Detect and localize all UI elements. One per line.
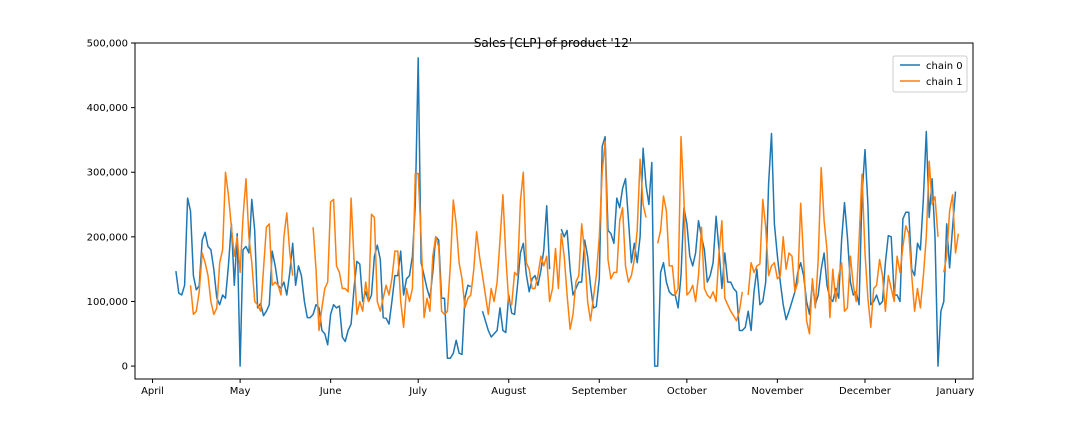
y-tick-label: 400,000 [87,103,128,114]
y-tick-label: 100,000 [87,297,128,308]
plot-frame [134,42,974,380]
y-tick-label: 200,000 [87,232,128,243]
x-tick-label: November [751,386,804,397]
x-tick-label: June [319,386,342,397]
x-tick-label: April [141,386,164,397]
legend-label-chain-1: chain 1 [926,77,963,88]
x-tick-label: July [408,386,427,397]
y-tick-label: 0 [122,362,128,373]
y-axis: 0 100,000 200,000 300,000 400,000 500,000 [87,39,135,373]
x-tick-label: October [667,386,708,397]
legend: chain 0 chain 1 [892,55,968,93]
x-tick-label: December [839,386,892,397]
x-tick-label: May [230,386,251,397]
x-tick-label: August [491,386,526,397]
plot-lines [175,57,960,367]
x-tick-label: September [572,386,628,397]
x-tick-label: January [936,386,975,397]
y-tick-label: 300,000 [87,168,128,179]
x-axis: April May June July August September October No… [141,379,975,397]
series-line-chain-1 [189,135,960,335]
series-line-chain-0 [175,57,957,367]
y-tick-label: 500,000 [87,39,128,50]
legend-label-chain-0: chain 0 [926,61,963,72]
